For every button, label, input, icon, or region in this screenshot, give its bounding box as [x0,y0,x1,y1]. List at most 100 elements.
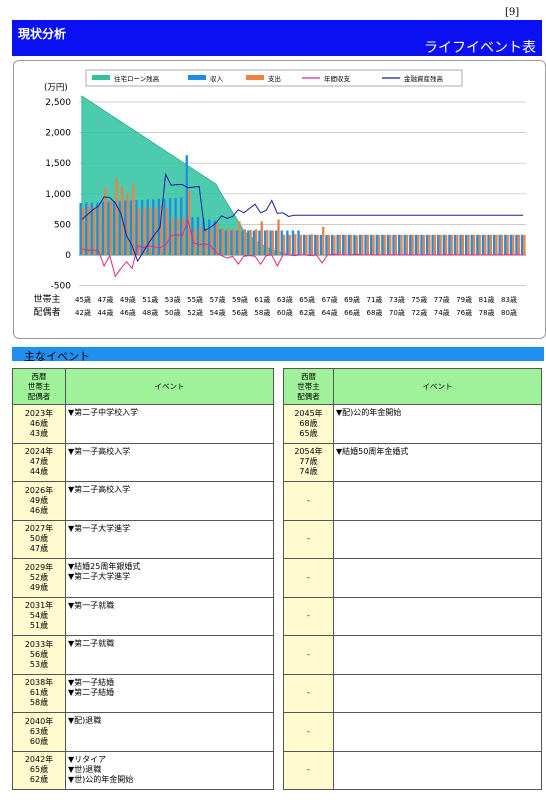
event-cell: ▼結婚25周年銀婚式 ▼第二子大学進学 [65,558,274,598]
year-text: - [307,611,310,621]
year-text: 2023年 [24,408,54,418]
year-cell: 2054年 77歳 74歳 [283,442,334,482]
legend-swatch [188,75,206,80]
income-bar [448,234,451,255]
expense-bar [227,227,230,255]
year-text: 2024年 [24,447,54,457]
expense-bar [361,234,364,255]
x-tick-head-age: 59歳 [232,295,248,304]
y-tick-label: 1,500 [45,159,71,169]
x-tick-spouse-age: 74歳 [434,308,450,317]
expense-bar [143,207,146,255]
year-text: - [307,649,310,659]
income-bar [157,198,161,255]
event-cell: ▼第二子高校入学 [65,481,274,521]
x-tick-head-age: 63歳 [277,295,293,304]
expense-bar [277,219,280,255]
event-cell [333,596,542,636]
income-bar [235,230,239,255]
event-cell: ▼第一子結婚 ▼第二子結婚 [65,673,274,713]
expense-bar [422,234,425,255]
income-bar [219,229,222,255]
income-bar [230,230,233,255]
x-tick-head-age: 57歳 [210,295,226,304]
spouse-age: 51歳 [29,621,49,631]
year-text: - [307,572,310,582]
expense-bar [171,217,174,255]
year-text: 2033年 [24,639,54,649]
event-cell: ▼第一子就職 [65,596,274,636]
income-bar [213,220,216,255]
head-age: 65歳 [29,765,49,775]
x-tick-head-age: 55歳 [187,295,203,304]
year-cell: 2029年 52歳 49歳 [12,558,66,598]
x-tick-spouse-age: 76歳 [456,308,472,317]
legend-entry: 住宅ローン残高 [114,74,160,83]
x-tick-spouse-age: 56歳 [232,308,248,317]
income-bar [492,234,496,255]
expense-bar [266,229,269,255]
event-item: ▼結婚50周年金婚式 [336,446,409,456]
year-cell: 2042年 65歳 62歳 [12,750,66,790]
event-item: ▼第二子大学進学 [68,572,131,581]
expense-bar [288,234,291,255]
income-bar [420,234,423,255]
x-tick-spouse-age: 48歳 [142,308,158,317]
event-cell [333,481,542,521]
legend-entry: 年間収支 [324,74,351,83]
event-item: ▼結婚25周年銀婚式 [68,562,141,571]
x-tick-head-age: 79歳 [456,295,472,304]
expense-bar [478,234,481,255]
spouse-age: 49歳 [29,582,49,592]
event-row: 2027年 50歳 47歳 ▼第一子大学進学 [12,519,274,559]
event-row: - [283,750,542,790]
year-cell: 2038年 61歳 58歳 [12,673,66,713]
legend-entry: 収入 [210,75,224,83]
header-year: 西暦 [31,371,47,381]
header-head: 世帯主 [297,381,320,391]
expense-bar [489,234,493,255]
year-text: - [307,495,310,505]
event-item: ▼第一子結婚 [68,677,115,687]
spouse-age: 74歳 [299,467,318,477]
expense-bar [316,234,319,255]
spouse-age: 53歳 [29,659,49,669]
expense-bar [92,207,96,255]
event-cell [333,750,542,790]
expense-bar [243,229,247,255]
head-age: 77歳 [299,457,318,467]
expense-bar [215,223,219,255]
event-item: ▼第一子高校入学 [68,446,131,456]
x-tick-spouse-age: 68歳 [367,308,383,317]
income-bar [369,234,373,255]
header-spouse: 配偶者 [297,391,320,401]
year-text: 2045年 [294,408,323,418]
x-tick-spouse-age: 80歳 [501,308,517,317]
head-age: 63歳 [29,726,49,736]
income-bar [358,234,362,255]
expense-bar [439,234,442,255]
income-bar [476,234,479,255]
y-tick-label: 500 [54,220,71,230]
event-header: イベント [333,368,542,405]
x-tick-head-age: 49歳 [120,295,136,304]
head-age: 52歳 [29,572,49,582]
head-age: 49歳 [29,495,49,505]
event-item: ▼第二子中学校入学 [68,408,139,417]
income-bar [275,230,278,255]
expense-bar [126,193,129,255]
income-bar [129,200,133,255]
expense-bar [182,217,185,255]
expense-bar [400,234,403,255]
expense-bar [472,234,476,255]
event-row: - [283,712,542,752]
income-bar [325,234,328,255]
income-bar [342,234,345,255]
x-tick-spouse-age: 52歳 [187,308,203,317]
income-bar [442,234,445,255]
expense-bar [104,188,107,255]
year-cell: 2040年 63歳 60歳 [12,712,66,752]
income-bar [364,234,367,255]
year-cell: 2023年 46歳 43歳 [12,404,66,444]
income-bar [112,201,116,255]
